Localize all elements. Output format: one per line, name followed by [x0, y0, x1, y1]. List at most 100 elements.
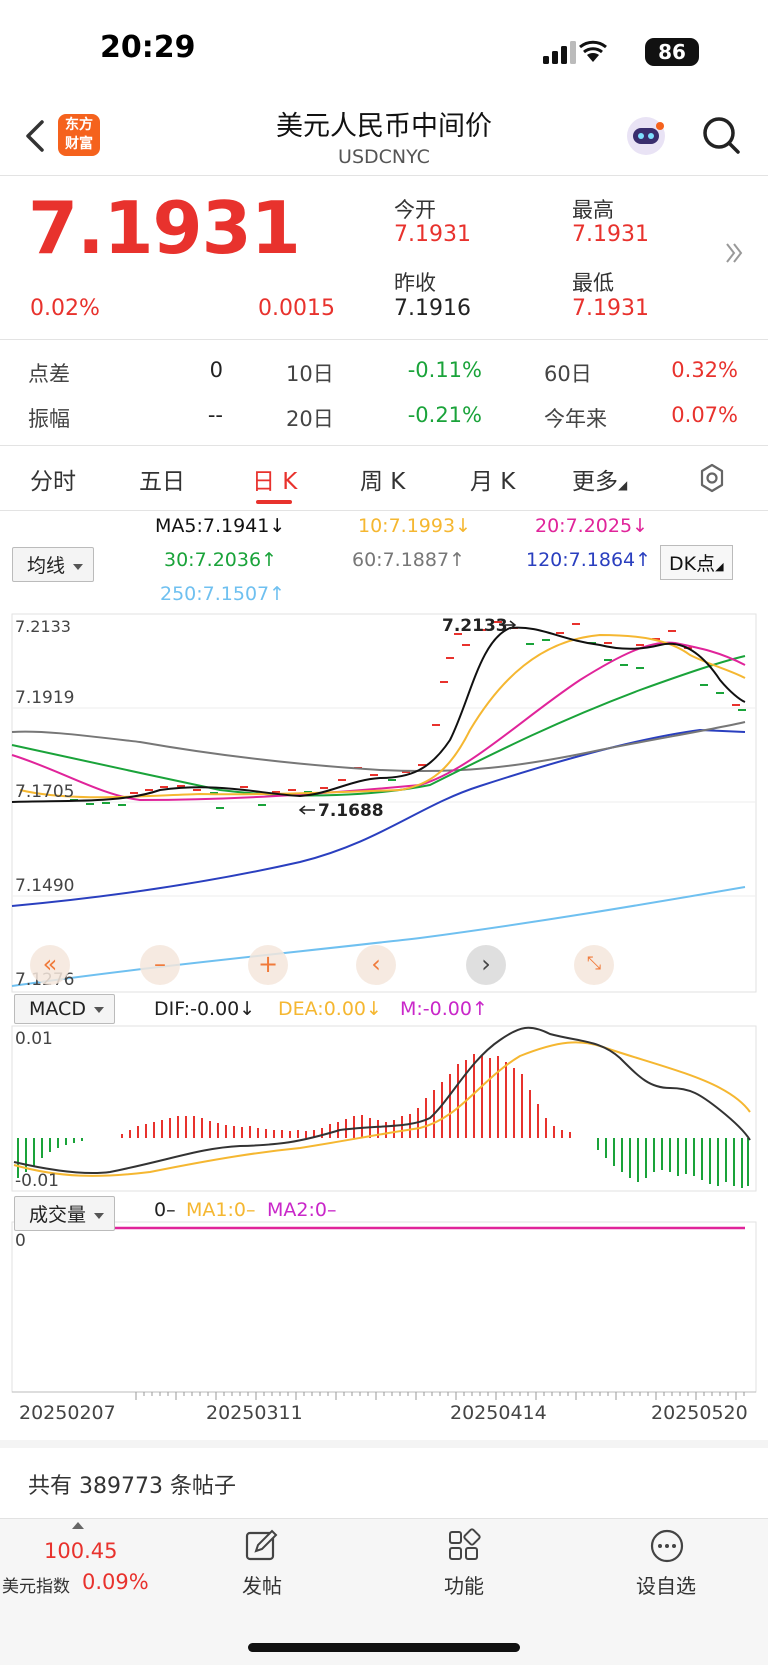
- dollar-index-value[interactable]: 100.45: [44, 1539, 118, 1563]
- ma30-legend: 30:7.2036↑: [164, 549, 277, 571]
- open-value: 7.1931: [394, 222, 471, 247]
- d10-label: 10日: [286, 362, 334, 386]
- amp-value: --: [207, 403, 223, 427]
- ma10-legend: 10:7.1993↓: [358, 515, 471, 537]
- ma-selector[interactable]: 均线: [12, 547, 95, 582]
- d60-value: 0.32%: [671, 358, 738, 382]
- ma5-line: [11, 626, 746, 803]
- high-mark-label: 7.2133: [442, 616, 508, 636]
- more-dots-icon[interactable]: [649, 1528, 685, 1564]
- m-legend: M:-0.00↑: [400, 998, 488, 1020]
- ytd-label: 今年来: [544, 407, 607, 431]
- posts-count[interactable]: 共有 389773 条帖子: [28, 1474, 236, 1499]
- ma20-legend: 20:7.2025↓: [535, 515, 648, 537]
- status-time: 20:29: [100, 30, 196, 65]
- ma120-legend: 120:7.1864↑: [526, 549, 652, 571]
- home-indicator: [248, 1643, 520, 1652]
- volume-ma2: MA2:0–: [267, 1199, 337, 1221]
- function-grid-icon[interactable]: [446, 1528, 482, 1564]
- function-button-label[interactable]: 功能: [444, 1574, 484, 1598]
- change-percent: 0.02%: [30, 296, 100, 321]
- ma30-line: [11, 655, 746, 797]
- index-up-arrow-icon: [72, 1522, 84, 1529]
- post-button-label[interactable]: 发帖: [242, 1574, 282, 1598]
- tab-daily-k[interactable]: 日 K: [252, 469, 298, 495]
- macd-selector[interactable]: MACD: [14, 994, 115, 1024]
- amp-label: 振幅: [28, 407, 70, 431]
- ma5-legend: MA5:7.1941↓: [155, 515, 286, 537]
- y-axis-label: 7.1490: [15, 876, 74, 896]
- kline-chart[interactable]: 7.2133 7.1688 7.2133 7.1919 7.1705 7.149…: [0, 612, 768, 1432]
- dea-line: [13, 1041, 751, 1177]
- change-value: 0.0015: [258, 296, 335, 321]
- page-title: 美元人民币中间价: [276, 111, 492, 142]
- ytd-value: 0.07%: [671, 403, 738, 427]
- header-divider: [0, 175, 768, 176]
- dollar-index-name[interactable]: 美元指数: [2, 1577, 70, 1597]
- zoom-in-button[interactable]: +: [248, 945, 288, 985]
- high-label: 最高: [572, 198, 614, 222]
- tab-five-day[interactable]: 五日: [139, 469, 185, 495]
- ma10-line: [19, 633, 746, 799]
- back-arrow-icon[interactable]: [22, 118, 52, 154]
- dif-line: [13, 1026, 751, 1175]
- edit-post-icon[interactable]: [244, 1528, 280, 1564]
- dk-point-button[interactable]: DK点◢: [660, 545, 733, 580]
- date-label: 20250311: [206, 1402, 303, 1424]
- d20-value: -0.21%: [407, 403, 482, 427]
- high-value: 7.1931: [572, 222, 649, 247]
- date-label: 20250414: [450, 1402, 547, 1424]
- robot-assistant-icon[interactable]: [624, 114, 668, 158]
- volume-ma1: MA1:0–: [186, 1199, 256, 1221]
- quote-divider: [0, 339, 768, 340]
- date-label: 20250207: [19, 1402, 116, 1424]
- zoom-out-button[interactable]: –: [140, 945, 180, 985]
- add-watchlist-label[interactable]: 设自选: [636, 1574, 696, 1598]
- tab-intraday[interactable]: 分时: [30, 469, 76, 495]
- tab-weekly-k[interactable]: 周 K: [360, 469, 406, 495]
- prev-close-value: 7.1916: [394, 296, 471, 321]
- d20-label: 20日: [286, 407, 334, 431]
- spread-value: 0: [209, 358, 223, 382]
- y-axis-label: 7.2133: [15, 617, 71, 636]
- macd-ymax-label: 0.01: [15, 1029, 53, 1049]
- dif-legend: DIF:-0.00↓: [154, 998, 256, 1020]
- tab-more[interactable]: 更多◢: [572, 469, 628, 495]
- d10-value: -0.11%: [407, 358, 482, 382]
- ma60-legend: 60:7.1887↑: [352, 549, 465, 571]
- prev-close-label: 昨收: [394, 271, 436, 295]
- volume-value: 0–: [154, 1199, 176, 1221]
- date-label: 20250520: [651, 1402, 748, 1424]
- double-chevron-right-icon[interactable]: [724, 238, 744, 268]
- ma20-line: [11, 641, 746, 802]
- stats-divider: [0, 445, 768, 446]
- zoom-out-max-button[interactable]: «: [30, 945, 70, 985]
- tabs-divider: [0, 510, 768, 511]
- volume-ymax-label: 0: [15, 1231, 26, 1251]
- gear-icon[interactable]: [696, 462, 728, 494]
- page-subtitle: USDCNYC: [338, 146, 430, 168]
- ma60-line: [11, 721, 746, 773]
- dea-legend: DEA:0.00↓: [278, 998, 382, 1020]
- ma250-line: [11, 886, 746, 987]
- low-mark-label: 7.1688: [318, 801, 384, 821]
- y-axis-label: 7.1919: [15, 688, 74, 708]
- volume-selector[interactable]: 成交量: [14, 1196, 116, 1231]
- fullscreen-button[interactable]: ⤡: [574, 945, 614, 985]
- low-value: 7.1931: [572, 296, 649, 321]
- dollar-index-percent[interactable]: 0.09%: [82, 1570, 149, 1594]
- prev-button[interactable]: ‹: [356, 945, 396, 985]
- eastmoney-logo: 东方 财富: [58, 114, 100, 156]
- current-price: 7.1931: [28, 186, 301, 270]
- section-divider: [0, 1440, 768, 1448]
- tab-monthly-k[interactable]: 月 K: [470, 469, 516, 495]
- macd-ymin-label: -0.01: [15, 1171, 59, 1191]
- open-label: 今开: [394, 198, 436, 222]
- battery-indicator: 86: [645, 38, 699, 66]
- search-icon[interactable]: [700, 114, 742, 156]
- bottom-bar: [0, 1518, 768, 1665]
- active-tab-indicator: [256, 500, 292, 504]
- signal-icon: [543, 40, 607, 64]
- ma250-legend: 250:7.1507↑: [160, 583, 286, 605]
- next-button[interactable]: ›: [466, 945, 506, 985]
